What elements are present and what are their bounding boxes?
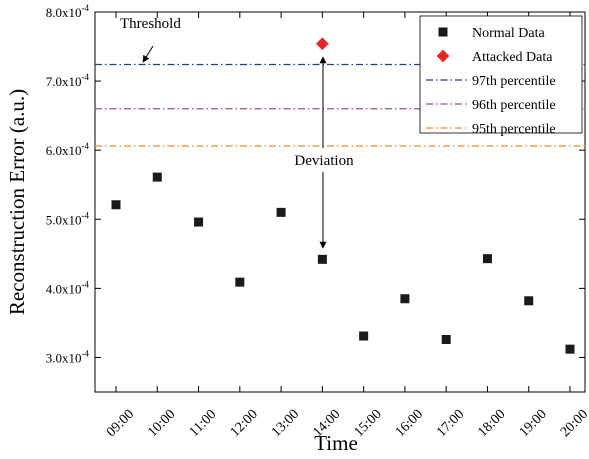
normal-data-point (317, 254, 327, 264)
legend-label: 95th percentile (472, 122, 556, 137)
normal-data-point (194, 217, 204, 227)
y-tick-label: 8.0x10-4 (46, 3, 90, 20)
x-tick-label: 17:00 (434, 407, 467, 440)
normal-data-point (524, 296, 534, 306)
y-tick-mantissa: 7.0x10 (46, 74, 82, 89)
threshold-arrow (142, 45, 154, 63)
y-tick-label: 5.0x10-4 (46, 210, 90, 227)
y-tick-exponent: -4 (82, 3, 90, 13)
y-tick-exponent: -4 (82, 141, 90, 151)
x-tick-label: 11:00 (187, 407, 220, 440)
legend-label: Normal Data (472, 26, 545, 41)
x-tick-label: 13:00 (269, 407, 302, 440)
x-axis-label: Time (314, 431, 358, 455)
y-tick-mantissa: 4.0x10 (46, 281, 82, 296)
y-tick-exponent: -4 (82, 279, 90, 289)
normal-data-point (276, 207, 286, 217)
x-tick-label: 16:00 (393, 407, 426, 440)
x-tick-label: 20:00 (558, 407, 589, 440)
y-tick-label: 4.0x10-4 (46, 279, 90, 296)
y-tick-label: 7.0x10-4 (46, 72, 90, 89)
y-tick-mantissa: 3.0x10 (46, 350, 82, 365)
attacked-data-point (315, 37, 329, 51)
legend-label: 97th percentile (472, 74, 556, 89)
normal-data-point (359, 331, 369, 341)
normal-data-point (400, 294, 410, 304)
normal-data-point (111, 200, 121, 210)
x-tick-label: 19:00 (517, 407, 550, 440)
x-tick-label: 12:00 (228, 407, 261, 440)
y-axis-ticks: 3.0x10-44.0x10-45.0x10-46.0x10-47.0x10-4… (46, 3, 585, 365)
deviation-label: Deviation (294, 153, 354, 169)
legend: Normal Data Attacked Data 97th percentile 9… (419, 15, 583, 137)
normal-data-point (482, 254, 492, 264)
y-tick-label: 6.0x10-4 (46, 141, 90, 158)
normal-data-point (152, 172, 162, 182)
plot-frame (94, 11, 586, 393)
threshold-annotation: Threshold (120, 16, 181, 63)
y-tick-exponent: -4 (82, 210, 90, 220)
x-tick-label: 10:00 (145, 407, 178, 440)
y-tick-label: 3.0x10-4 (46, 348, 90, 365)
legend-label: 96th percentile (472, 98, 556, 113)
normal-data-point (565, 344, 575, 354)
legend-marker (438, 27, 448, 37)
y-tick-mantissa: 8.0x10 (46, 5, 82, 20)
legend-marker (436, 49, 450, 63)
y-tick-exponent: -4 (82, 72, 90, 82)
normal-data-point (441, 334, 451, 344)
x-tick-label: 18:00 (475, 407, 508, 440)
y-tick-mantissa: 5.0x10 (46, 212, 82, 227)
y-tick-mantissa: 6.0x10 (46, 143, 82, 158)
normal-data-point (235, 277, 245, 287)
x-tick-label: 09:00 (104, 407, 137, 440)
threshold-label: Threshold (120, 16, 181, 32)
deviation-annotation: Deviation (294, 56, 354, 249)
y-tick-exponent: -4 (82, 348, 90, 358)
data-points (111, 37, 575, 354)
legend-label: Attacked Data (472, 50, 553, 65)
y-axis-label: Reconstruction Error (a.u.) (5, 89, 29, 315)
